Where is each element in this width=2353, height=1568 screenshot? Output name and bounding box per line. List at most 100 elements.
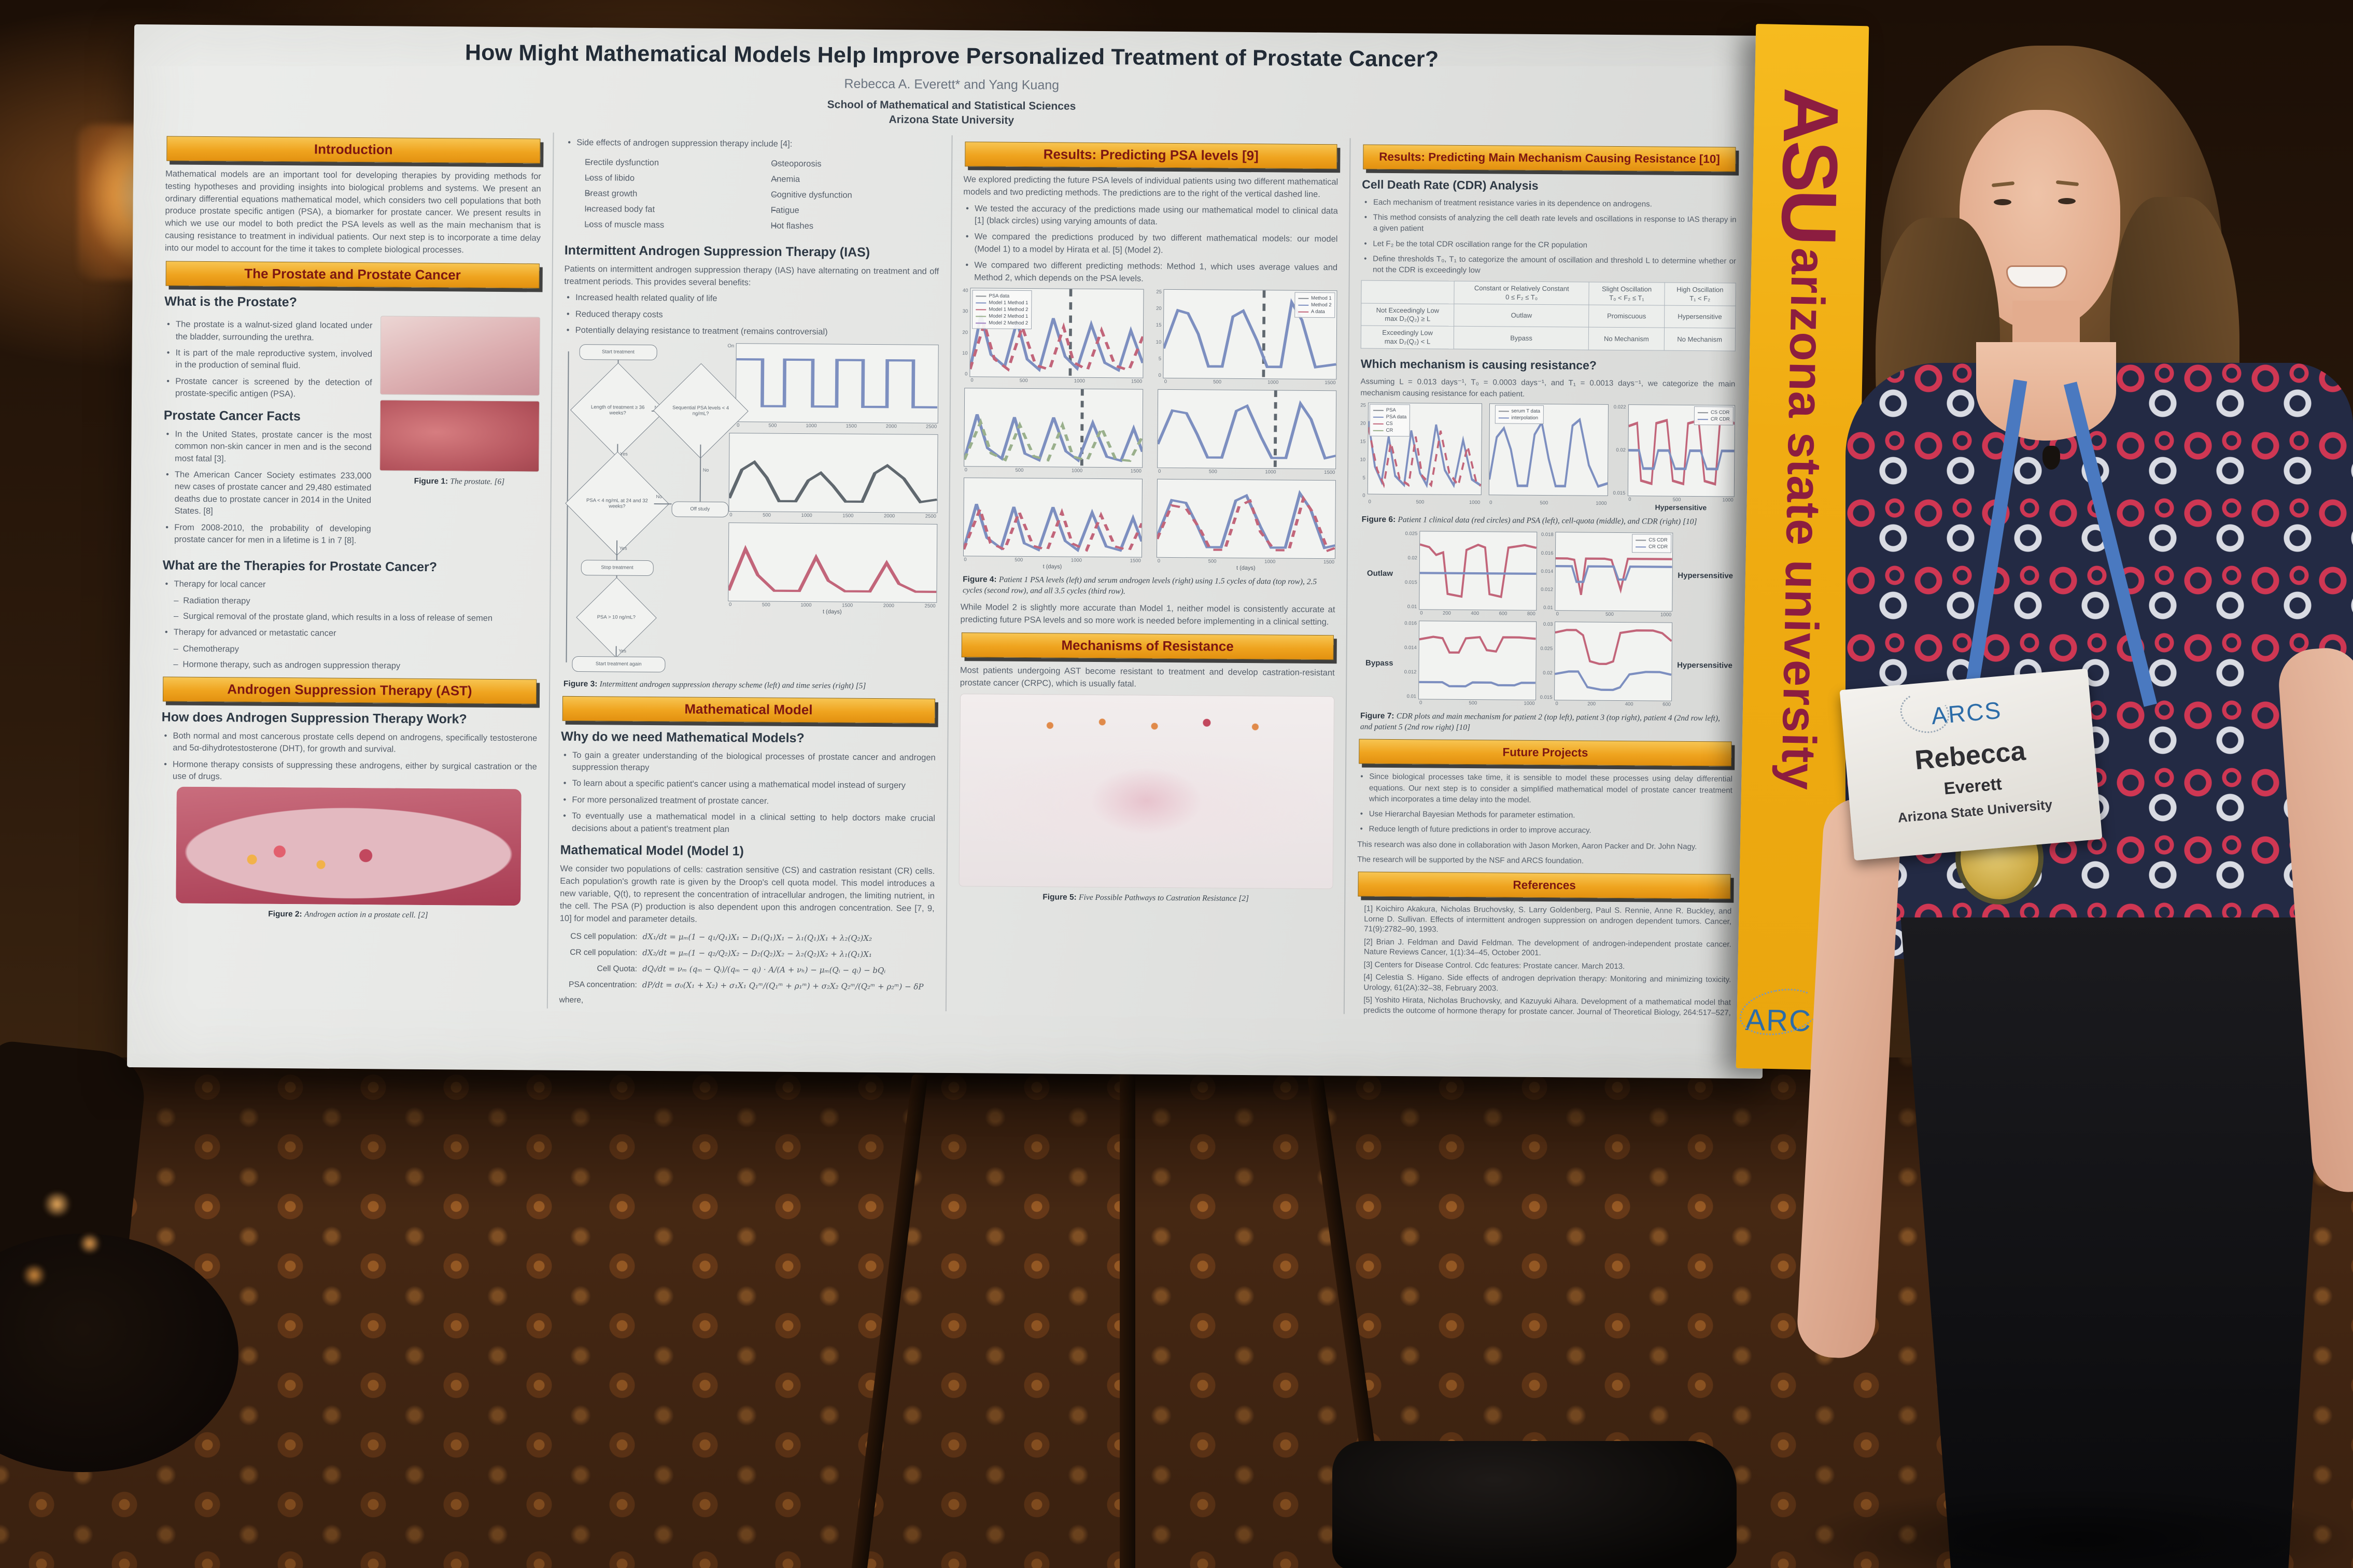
eyebrow [1991, 181, 2015, 188]
tick-label: 1000 [801, 512, 812, 518]
tick-label: 15 [1360, 439, 1366, 445]
legend-swatch [976, 302, 987, 304]
legend-label: CR CDR [1710, 416, 1730, 422]
flow-edge-label: No [656, 493, 663, 499]
tick-label: 1000 [1660, 612, 1672, 618]
person-floor-shadow [1804, 1488, 2353, 1568]
tick-label: 500 [1019, 378, 1028, 384]
section-header-introduction: Introduction [166, 136, 541, 164]
tick-label: 0 [1556, 611, 1559, 617]
legend-item: Model 2 Method 1 [976, 313, 1028, 319]
figure6-caption: Figure 6: Patient 1 clinical data (red c… [1362, 515, 1732, 528]
tick-label: 0.025 [1540, 646, 1553, 652]
where-label: where, [559, 995, 584, 1005]
legend-item: Model 1 Method 1 [976, 300, 1028, 306]
figure7-label-hypersensitive-2: Hypersensitive [1677, 661, 1732, 670]
figure6-caption-label: Figure 6: [1361, 515, 1396, 525]
tick-label: 500 [763, 512, 771, 518]
reference-item: [2] Brian J. Feldman and David Feldman. … [1363, 937, 1731, 958]
legend-item: Model 2 Method 2 [976, 320, 1028, 326]
tick-label: 0 [1164, 378, 1167, 385]
figure3-timeseries: On Off 0 500 1000 1500 2000 2500 0 500 1000 1500 2… [725, 343, 939, 676]
tick-label: 20 [962, 329, 968, 335]
model1-paragraph: We consider two populations of cells: ca… [559, 864, 935, 924]
figure1-caption-label: Figure 1: [414, 476, 448, 486]
tick-label: 0.01 [1407, 604, 1417, 610]
side-effects-list-a: Erectile dysfunction Loss of libido Breast… [575, 153, 753, 236]
side-effect: Osteoporosis [762, 158, 940, 171]
flow-edge-label: Yes [619, 545, 627, 551]
equation-row: PSA concentration: dP/dt = σ₀(X₁ + X₂) +… [559, 980, 934, 992]
table-header-slight: Slight Oscillation T₀ < F₂ ≤ T₁ [1589, 282, 1665, 306]
bullet-item: We compared the predictions produced by … [963, 231, 1338, 258]
table-row: Exceedingly Low max D₂(Q₂) < L Bypass No… [1361, 326, 1736, 351]
tick-label: 1000 [1264, 559, 1276, 565]
tick-label: 500 [768, 422, 777, 429]
poster-columns: Introduction Mathematical models are an … [148, 130, 1749, 1017]
section-header-future: Future Projects [1359, 739, 1732, 767]
table-cell: No Mechanism [1588, 327, 1665, 351]
legend-label: Model 1 Method 1 [989, 300, 1028, 306]
figure7-label-outlaw: Outlaw [1366, 569, 1393, 578]
future-bullets: Since biological processes take time, it… [1357, 771, 1732, 838]
section-header-references: References [1358, 871, 1731, 899]
introduction-paragraph: Mathematical models are an important too… [164, 169, 541, 255]
legend-label: Model 1 Method 2 [989, 306, 1028, 313]
tick-label: 0 [737, 422, 740, 428]
tick-label: 0 [1419, 700, 1422, 706]
tick-label: 0.01 [1406, 694, 1417, 700]
tick-label: 500 [1208, 558, 1217, 564]
therapy-local: Therapy for local cancer [162, 578, 538, 593]
tick-label: 10 [1156, 339, 1162, 345]
table-cell: Promiscuous [1588, 305, 1665, 328]
tick-label: 1500 [1323, 559, 1335, 566]
tick-label: 2000 [885, 423, 897, 429]
flow-edge-label: No [702, 467, 709, 473]
reference-item: [4] Celestia S. Higano. Side effects of … [1363, 972, 1731, 993]
tick-label: 500 [1540, 500, 1548, 506]
tick-label: 1000 [1596, 501, 1607, 507]
tick-label: 500 [1015, 467, 1024, 474]
poster-authors: Rebecca A. Everett* and Yang Kuang [844, 76, 1060, 93]
name-badge: ARCS Rebecca Everett Arizona State Unive… [1839, 668, 2103, 861]
legend-label: CS CDR [1648, 537, 1668, 544]
tick-label: 0.014 [1404, 645, 1417, 651]
therapy-advanced-sub: Chemotherapy [162, 643, 538, 657]
tick-label: 15 [1156, 322, 1162, 329]
tick-label: 1500 [1131, 378, 1143, 385]
tick-label: 500 [762, 602, 770, 608]
collaboration-note: This research was also done in collabora… [1357, 840, 1697, 851]
subheading-ias: Intermittent Androgen Suppression Therap… [564, 243, 870, 260]
equation-formula: dX₂/dt = μₘ(1 − q₂/Q₂)X₂ − D₂(Q₂)X₂ − λ₂… [642, 948, 872, 959]
therapies-list: Therapy for local cancer Radiation thera… [162, 578, 538, 673]
tick-label: 500 [1469, 700, 1477, 707]
side-effect: Anemia [762, 174, 940, 187]
figure7-caption: Figure 7: CDR plots and main mechanism f… [1360, 711, 1731, 736]
legend-item: Method 2 [1298, 302, 1332, 308]
legend-swatch [1373, 430, 1384, 431]
tick-label: 0 [1489, 500, 1492, 506]
tick-label: 500 [1672, 497, 1681, 503]
figure4-xlabel: t (days) [1236, 564, 1256, 572]
legend-swatch [976, 322, 987, 324]
poster-affiliation: School of Mathematical and Statistical S… [154, 93, 1749, 133]
mechanisms-paragraph: Most patients undergoing AST become resi… [960, 665, 1335, 689]
tick-label: 500 [1416, 499, 1425, 505]
tick-label: 0 [1420, 610, 1423, 616]
bullet-item: To learn about a specific patient's canc… [561, 778, 936, 792]
flow-start: Start treatment [579, 344, 657, 360]
figure6-legend3: CS CDR CR CDR [1694, 406, 1734, 426]
tick-label: 800 [1527, 611, 1535, 617]
bullet-item: Hormone therapy consists of suppressing … [161, 758, 537, 785]
tick-label: 2500 [924, 603, 936, 609]
legend-item: Model 1 Method 2 [976, 306, 1028, 313]
figure6-plots: 25 20 15 10 5 0 PSA PSA data CS CR 0 500 1000 [1360, 403, 1736, 512]
legend-label: A data [1311, 308, 1325, 315]
figure1-anatomy-image [380, 316, 540, 396]
tick-label: 0.016 [1541, 550, 1554, 556]
legend-swatch [976, 308, 987, 310]
figure2-cell-diagram [176, 786, 522, 906]
bullet-item: The prostate is a walnut-sized gland loc… [164, 319, 373, 345]
tick-label: 200 [1442, 611, 1451, 617]
